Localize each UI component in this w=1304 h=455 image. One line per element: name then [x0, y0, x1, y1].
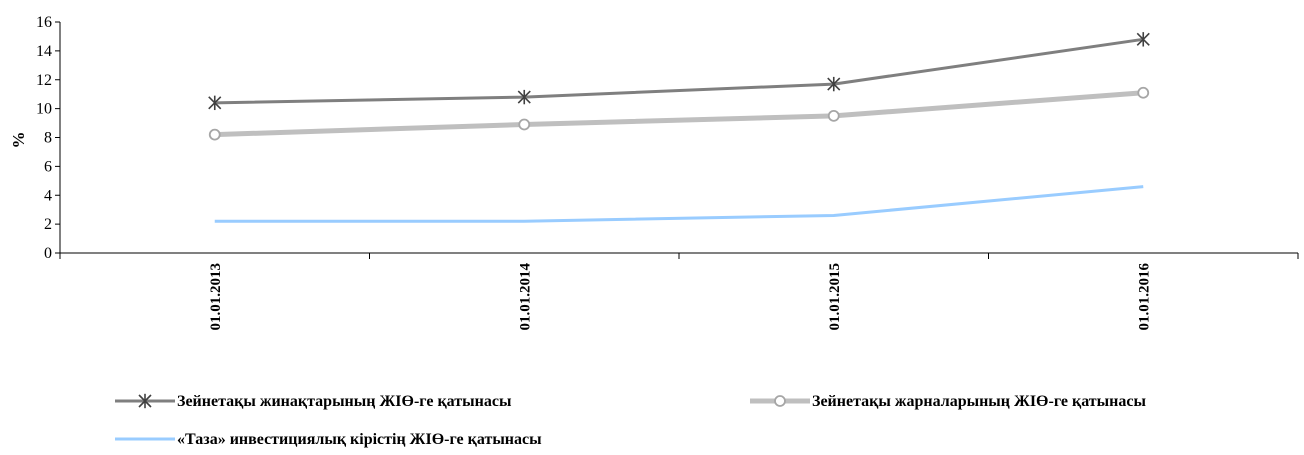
data-point — [1136, 32, 1150, 47]
y-tick-label: 8 — [44, 130, 52, 147]
data-point — [208, 128, 221, 141]
series-1 — [208, 32, 1150, 111]
legend: Зейнетақы жинақтарының ЖІӨ-ге қатынасы Зе… — [115, 393, 1146, 448]
y-axis-title: % — [9, 132, 28, 149]
y-axis-ticks: 0 2 4 6 8 10 12 14 16 — [36, 14, 60, 262]
x-tick-label: 01.01.2013 — [208, 263, 224, 331]
series-line — [214, 90, 1144, 138]
y-tick-label: 14 — [36, 43, 52, 60]
legend-label: Зейнетақы жарналарының ЖІӨ-ге қатынасы — [812, 393, 1146, 410]
data-point — [208, 95, 222, 111]
series-3 — [214, 185, 1144, 223]
y-tick-label: 12 — [36, 72, 52, 89]
x-tick-label: 01.01.2016 — [1136, 263, 1152, 331]
data-point — [518, 118, 531, 131]
y-tick-label: 0 — [44, 245, 52, 262]
data-point — [517, 89, 531, 105]
x-tick-label: 01.01.2014 — [517, 263, 533, 331]
y-tick-label: 2 — [44, 216, 52, 233]
legend-item: Зейнетақы жинақтарының ЖІӨ-ге қатынасы — [115, 393, 512, 410]
legend-label: Зейнетақы жинақтарының ЖІӨ-ге қатынасы — [177, 393, 512, 410]
y-tick-label: 10 — [36, 101, 52, 118]
x-tick-label: 01.01.2015 — [827, 263, 843, 331]
data-point — [827, 109, 840, 122]
data-point — [827, 76, 841, 92]
legend-label: «Таза» инвестициялық кірістің ЖІӨ-ге қат… — [177, 431, 542, 448]
series-line — [214, 37, 1144, 105]
legend-item: Зейнетақы жарналарының ЖІӨ-ге қатынасы — [750, 393, 1146, 410]
series-group — [208, 32, 1150, 223]
legend-item: «Таза» инвестициялық кірістің ЖІӨ-ге қат… — [115, 431, 542, 448]
series-2 — [208, 86, 1150, 141]
y-tick-label: 6 — [44, 158, 52, 175]
y-tick-label: 4 — [44, 187, 52, 204]
data-point — [1137, 86, 1150, 99]
series-line — [214, 185, 1144, 223]
y-tick-label: 16 — [36, 14, 52, 31]
x-axis-ticks: 01.01.2013 01.01.2014 01.01.2015 01.01.2016 — [59, 253, 1299, 331]
